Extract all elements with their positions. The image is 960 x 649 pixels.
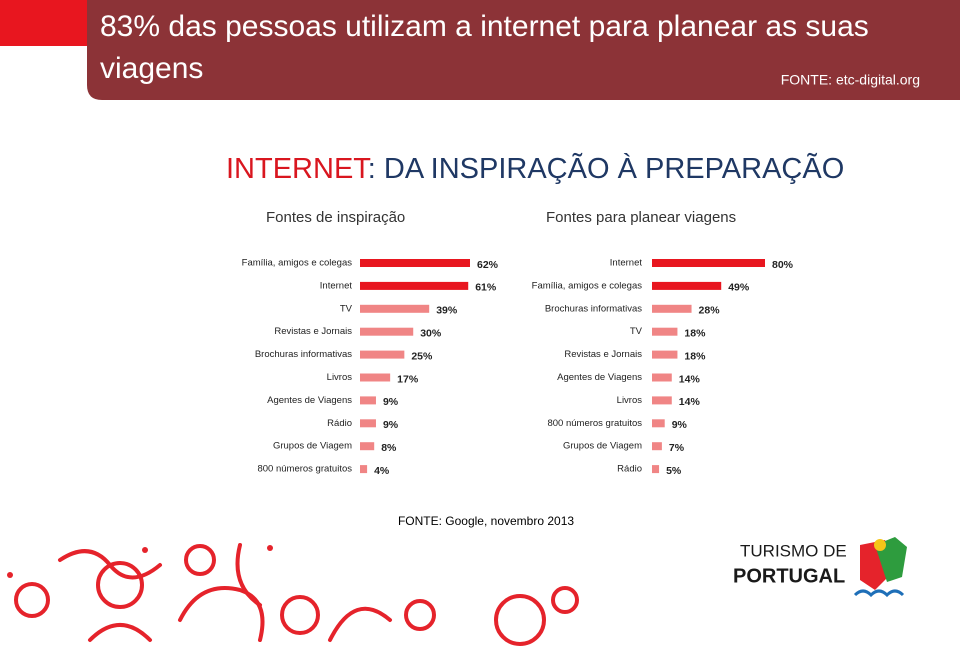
bar [652,350,678,359]
bar [652,373,672,382]
value-label: 9% [672,419,688,431]
value-label: 14% [679,396,701,408]
value-label: 17% [397,373,419,385]
footer-source: FONTE: Google, novembro 2013 [398,514,574,528]
category-label: Brochuras informativas [255,349,352,360]
category-label: Rádio [617,464,642,475]
subtitle: INTERNET: DA INSPIRAÇÃO À PREPARAÇÃO [226,151,844,185]
value-label: 4% [374,465,390,477]
category-label: Família, amigos e colegas [532,280,643,291]
value-label: 39% [436,305,458,317]
category-label: Agentes de Viagens [267,395,352,406]
value-label: 5% [666,465,682,477]
value-label: 62% [477,259,499,271]
bar [652,259,765,267]
chart-title: Fontes de inspiração [266,209,405,226]
header-title: 83% das pessoas utilizam a internet para… [100,10,869,85]
bar [652,304,692,313]
subtitle-rest: : DA INSPIRAÇÃO À PREPARAÇÃO [368,151,844,185]
header-title-box: 83% das pessoas utilizam a internet para… [100,10,869,85]
category-label: 800 números gratuitos [547,418,642,429]
value-label: 49% [728,282,750,294]
value-label: 80% [772,259,794,271]
logo-wave [853,589,905,598]
value-label: 9% [383,396,399,408]
value-label: 14% [679,373,701,385]
bar [360,396,376,405]
category-label: Internet [610,258,643,269]
value-label: 8% [381,442,397,454]
category-label: Rádio [327,418,352,429]
bar [360,327,414,336]
accent-bar [0,0,90,46]
bar [360,373,391,382]
category-label: TV [630,326,643,337]
value-label: 7% [669,442,685,454]
category-label: Livros [327,372,353,383]
bar [652,327,678,336]
category-label: Revistas e Jornais [274,326,352,337]
header-box [87,0,960,100]
value-label: 18% [684,327,706,339]
logo-line2: PORTUGAL [733,565,845,587]
bar [360,465,368,474]
bar [360,281,469,290]
subtitle-highlight: INTERNET [226,153,371,185]
category-label: TV [340,303,353,314]
bar [652,281,722,290]
bar [360,350,405,359]
value-label: 9% [383,419,399,431]
category-label: Brochuras informativas [545,303,642,314]
value-label: 18% [684,350,706,362]
category-label: Grupos de Viagem [273,441,352,452]
bar [652,442,662,451]
logo-sun [874,539,886,551]
bar [360,442,375,451]
category-label: Grupos de Viagem [563,441,642,452]
category-label: 800 números gratuitos [257,464,352,475]
bar [360,259,470,267]
bar [360,304,430,313]
bar [652,465,660,474]
category-label: Internet [320,280,353,291]
header-source: FONTE: etc-digital.org [781,72,920,88]
bar [652,419,665,428]
logo-line1: TURISMO DE [740,541,847,560]
bar [652,396,672,405]
category-label: Livros [617,395,643,406]
value-label: 30% [420,327,442,339]
chart-title: Fontes para planear viagens [546,209,736,226]
logo: TURISMO DE PORTUGAL [733,537,907,598]
category-label: Família, amigos e colegas [242,258,353,269]
category-label: Revistas e Jornais [564,349,642,360]
category-label: Agentes de Viagens [557,372,642,383]
bar [360,419,376,428]
value-label: 25% [411,350,433,362]
value-label: 28% [699,305,721,317]
decoration [7,543,579,646]
value-label: 61% [475,282,497,294]
